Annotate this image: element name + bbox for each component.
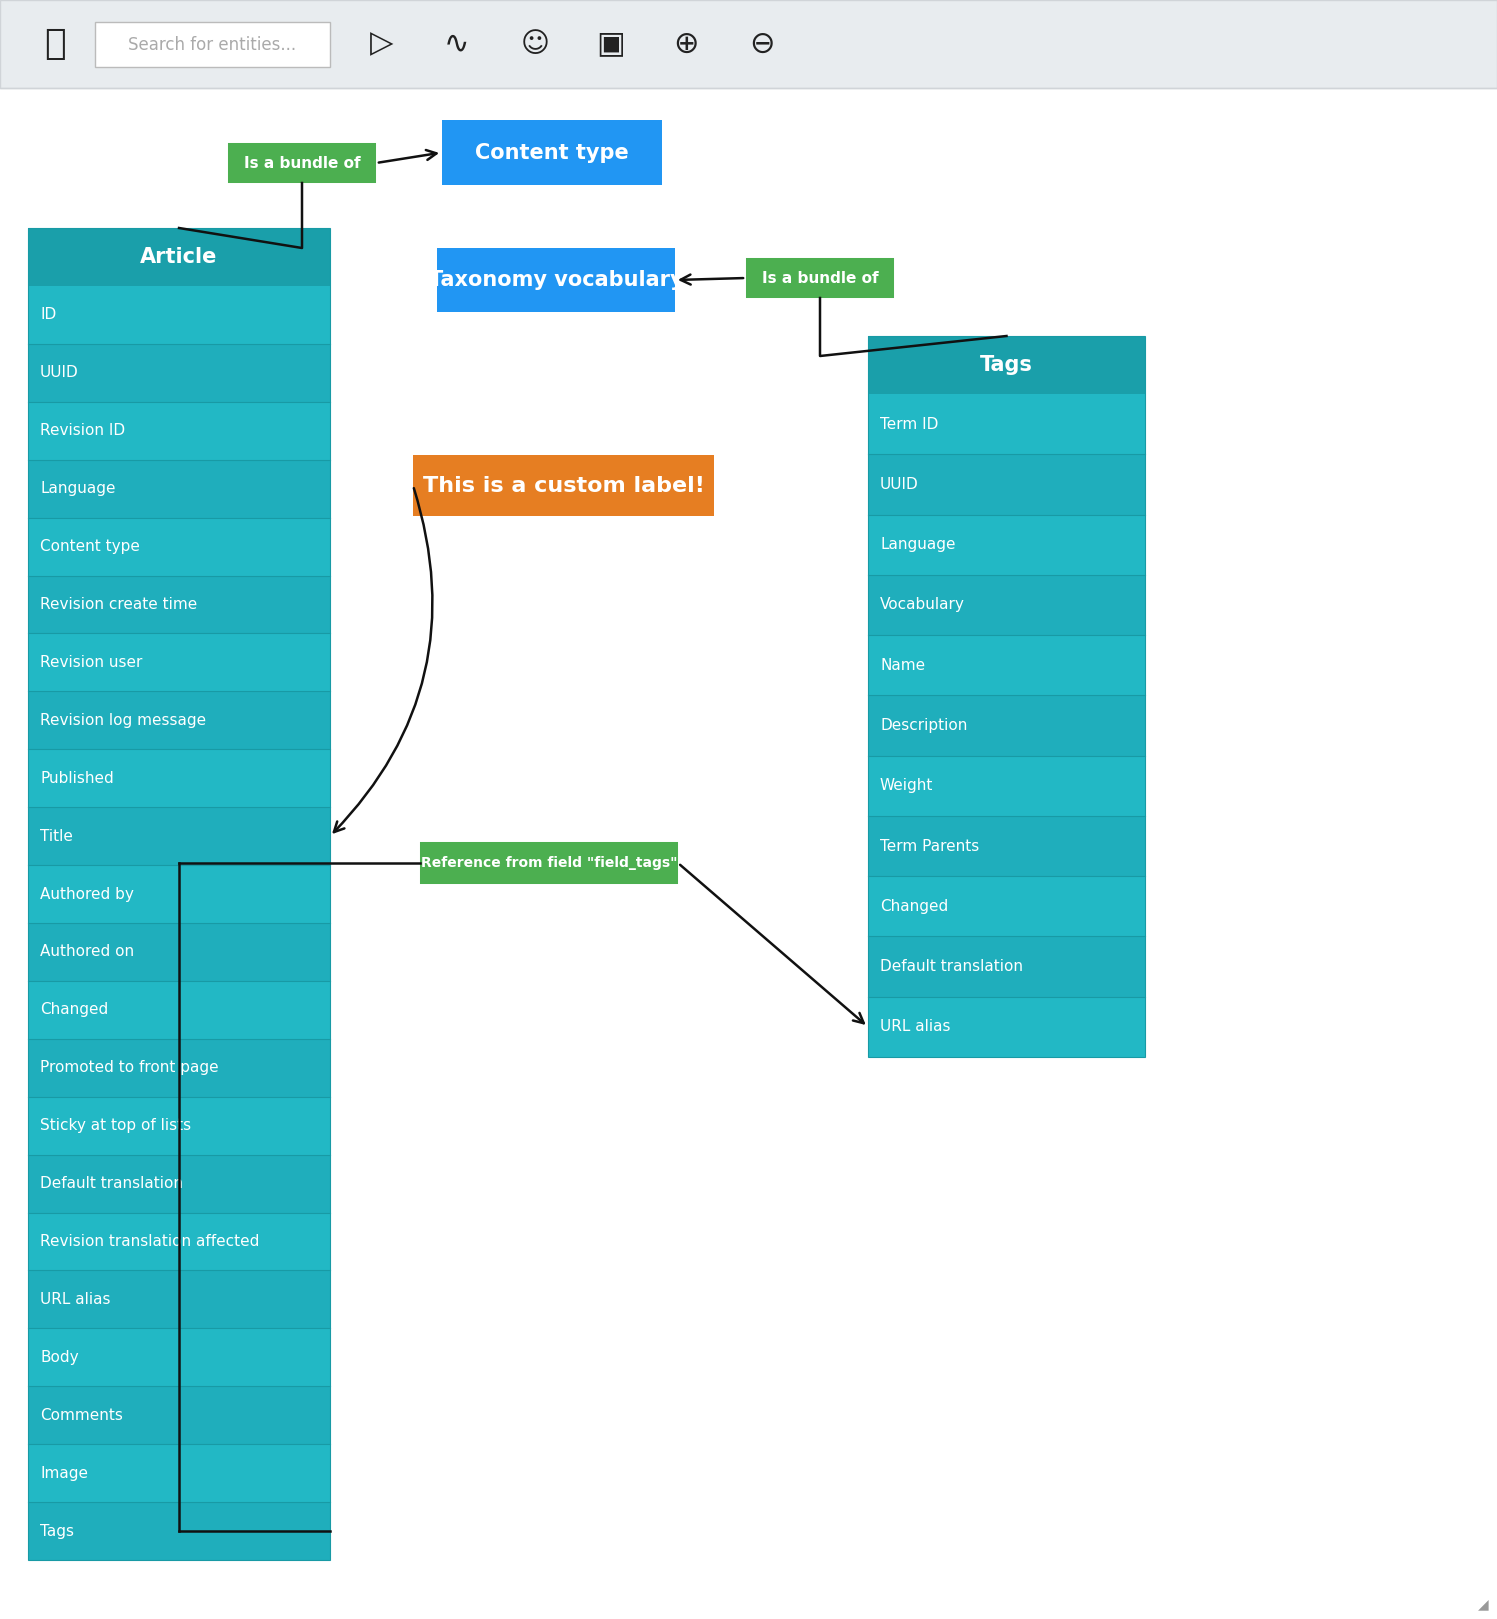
FancyBboxPatch shape [868, 337, 1145, 393]
Text: ID: ID [40, 308, 57, 322]
Text: Taxonomy vocabulary: Taxonomy vocabulary [428, 270, 683, 290]
FancyBboxPatch shape [28, 923, 329, 981]
Text: ▷: ▷ [370, 29, 394, 58]
Text: ◢: ◢ [1479, 1596, 1490, 1611]
FancyBboxPatch shape [868, 635, 1145, 696]
FancyBboxPatch shape [28, 1271, 329, 1328]
Text: ▣: ▣ [597, 29, 626, 58]
FancyBboxPatch shape [28, 691, 329, 750]
Text: Content type: Content type [475, 142, 629, 162]
FancyBboxPatch shape [868, 515, 1145, 575]
Text: ⊕: ⊕ [674, 29, 699, 58]
Text: Authored on: Authored on [40, 944, 135, 960]
Text: Comments: Comments [40, 1409, 123, 1423]
FancyBboxPatch shape [28, 1096, 329, 1154]
Text: Tags: Tags [981, 355, 1033, 376]
FancyBboxPatch shape [28, 287, 329, 343]
Text: Image: Image [40, 1465, 88, 1481]
Text: Body: Body [40, 1350, 79, 1365]
Text: Description: Description [880, 717, 967, 733]
FancyBboxPatch shape [28, 575, 329, 633]
Text: Vocabulary: Vocabulary [880, 597, 966, 612]
FancyBboxPatch shape [437, 248, 675, 312]
FancyBboxPatch shape [421, 842, 678, 884]
Text: Revision create time: Revision create time [40, 597, 198, 612]
FancyBboxPatch shape [868, 455, 1145, 515]
Text: ∿: ∿ [445, 29, 470, 58]
FancyBboxPatch shape [746, 257, 894, 298]
FancyBboxPatch shape [28, 1154, 329, 1213]
FancyBboxPatch shape [0, 0, 1497, 87]
FancyBboxPatch shape [28, 633, 329, 691]
Text: Name: Name [880, 657, 925, 674]
Text: Weight: Weight [880, 779, 933, 793]
Text: Term Parents: Term Parents [880, 839, 979, 853]
FancyBboxPatch shape [442, 120, 662, 185]
FancyBboxPatch shape [868, 393, 1145, 455]
FancyBboxPatch shape [28, 460, 329, 518]
FancyBboxPatch shape [28, 343, 329, 402]
Text: Search for entities...: Search for entities... [129, 36, 296, 53]
FancyBboxPatch shape [868, 936, 1145, 997]
FancyBboxPatch shape [28, 518, 329, 575]
Text: Published: Published [40, 771, 114, 785]
FancyBboxPatch shape [28, 1213, 329, 1271]
FancyBboxPatch shape [868, 756, 1145, 816]
Text: Changed: Changed [880, 899, 948, 913]
FancyBboxPatch shape [413, 455, 714, 516]
Text: ⊖: ⊖ [750, 29, 775, 58]
Text: Reference from field "field_tags": Reference from field "field_tags" [421, 856, 677, 869]
Text: Revision ID: Revision ID [40, 423, 126, 439]
Text: Is a bundle of: Is a bundle of [244, 155, 361, 170]
Text: Revision translation affected: Revision translation affected [40, 1234, 259, 1248]
Text: Title: Title [40, 829, 73, 843]
FancyBboxPatch shape [28, 1502, 329, 1561]
Text: UUID: UUID [40, 366, 79, 380]
Text: ☺: ☺ [521, 31, 549, 58]
FancyBboxPatch shape [868, 997, 1145, 1057]
FancyBboxPatch shape [28, 750, 329, 808]
FancyBboxPatch shape [868, 575, 1145, 635]
Text: This is a custom label!: This is a custom label! [422, 476, 705, 495]
FancyBboxPatch shape [28, 865, 329, 923]
FancyBboxPatch shape [868, 816, 1145, 876]
FancyBboxPatch shape [868, 876, 1145, 936]
Text: URL alias: URL alias [40, 1292, 111, 1307]
Text: Promoted to front page: Promoted to front page [40, 1060, 219, 1075]
FancyBboxPatch shape [28, 1328, 329, 1386]
Text: Changed: Changed [40, 1002, 108, 1017]
FancyBboxPatch shape [28, 808, 329, 865]
Text: Revision user: Revision user [40, 656, 142, 670]
Text: URL alias: URL alias [880, 1020, 951, 1035]
Text: Tags: Tags [40, 1523, 73, 1538]
Text: Authored by: Authored by [40, 887, 133, 902]
Text: Article: Article [141, 248, 217, 267]
FancyBboxPatch shape [28, 228, 329, 287]
Text: Default translation: Default translation [40, 1175, 183, 1192]
Text: UUID: UUID [880, 478, 919, 492]
FancyBboxPatch shape [28, 1039, 329, 1096]
Text: Revision log message: Revision log message [40, 712, 207, 729]
FancyBboxPatch shape [94, 23, 329, 66]
Text: Language: Language [40, 481, 115, 495]
FancyBboxPatch shape [28, 981, 329, 1039]
FancyBboxPatch shape [28, 1444, 329, 1502]
Text: Language: Language [880, 538, 955, 552]
Text: Content type: Content type [40, 539, 139, 554]
Text: ⌕: ⌕ [45, 28, 66, 62]
Text: Default translation: Default translation [880, 958, 1022, 975]
FancyBboxPatch shape [868, 696, 1145, 756]
Text: Term ID: Term ID [880, 416, 939, 432]
FancyBboxPatch shape [228, 142, 376, 183]
FancyBboxPatch shape [28, 1386, 329, 1444]
Text: Is a bundle of: Is a bundle of [762, 270, 879, 285]
FancyBboxPatch shape [28, 402, 329, 460]
Text: Sticky at top of lists: Sticky at top of lists [40, 1119, 192, 1133]
